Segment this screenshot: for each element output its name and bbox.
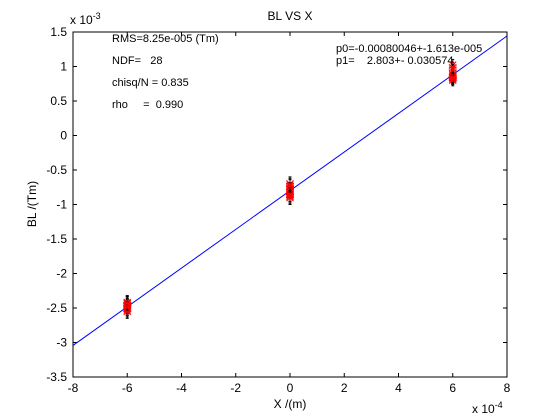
x-tick-label: -6 [122, 381, 133, 395]
y-tick-label: -1 [56, 198, 67, 212]
y-tick-label: 0 [60, 129, 67, 143]
x-tick-label: -8 [68, 381, 79, 395]
annotation-rms: RMS=8.25e-005 (Tm) [112, 33, 219, 45]
y-tick-label: 1.5 [50, 25, 67, 39]
x-tick-label: 4 [395, 381, 402, 395]
data-points [123, 59, 457, 319]
y-tick-label: 0.5 [50, 94, 67, 108]
x-tick-label: 0 [287, 381, 294, 395]
y-tick-label: -1.5 [46, 232, 67, 246]
annotation-p1: p1= 2.803+- 0.030574 [336, 55, 453, 67]
chart-title: BL VS X [268, 9, 313, 23]
y-tick-label: -2.5 [46, 301, 67, 315]
x-tick-label: -2 [230, 381, 241, 395]
annotation-chisq: chisq/N = 0.835 [112, 77, 189, 89]
y-tick-label: -3 [56, 336, 67, 350]
x-tick-label: 8 [504, 381, 511, 395]
annotation-ndf: NDF= 28 [112, 55, 162, 67]
x-tick-label: 2 [341, 381, 348, 395]
y-scale-factor: x 10-3 [70, 11, 101, 27]
y-tick-label: -3.5 [46, 370, 67, 384]
x-axis-label: X /(m) [274, 397, 307, 411]
y-tick-label: -0.5 [46, 163, 67, 177]
x-tick-label: -4 [176, 381, 187, 395]
y-axis-label: BL /(Tm) [25, 181, 39, 227]
plot-frame [72, 31, 508, 378]
x-scale-factor: x 10-4 [472, 400, 503, 416]
x-tick-label: 6 [449, 381, 456, 395]
y-tick-label: -2 [56, 267, 67, 281]
annotation-p0: p0=-0.00080046+-1.613e-005 [336, 43, 482, 55]
annotation-rho: rho = 0.990 [112, 99, 183, 111]
y-tick-label: 1 [60, 60, 67, 74]
